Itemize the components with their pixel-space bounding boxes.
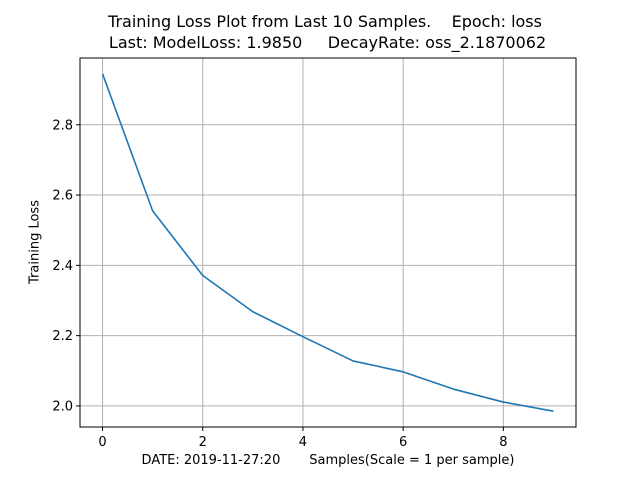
y-tick-label: 2.4	[52, 259, 73, 274]
x-tick-label: 4	[299, 435, 307, 450]
chart-title-line-1: Training Loss Plot from Last 10 Samples.…	[108, 12, 542, 31]
x-axis-label: DATE: 2019-11-27:20 Samples(Scale = 1 pe…	[141, 453, 515, 468]
y-axis-label: Training Loss	[27, 200, 43, 284]
chart-title-line-2: Last: ModelLoss: 1.9850 DecayRate: oss_2…	[103, 33, 547, 52]
y-tick-label: 2.0	[52, 399, 73, 414]
series-line	[101, 73, 554, 412]
series-layer	[101, 73, 554, 412]
plot-area-frame	[79, 57, 577, 428]
grid-layer	[80, 58, 576, 427]
y-tick-label: 2.2	[52, 329, 73, 344]
y-tick-label: 2.6	[52, 189, 73, 204]
y-tick-label: 2.8	[52, 118, 73, 133]
x-tick-label: 6	[399, 435, 407, 450]
x-tick-label: 0	[98, 435, 106, 450]
x-tick-label: 2	[199, 435, 207, 450]
x-tick-label: 8	[499, 435, 507, 450]
ticks-layer: 0 2 4 6 8 2.0 2.2 2.4 2.6 2.8	[52, 118, 507, 450]
